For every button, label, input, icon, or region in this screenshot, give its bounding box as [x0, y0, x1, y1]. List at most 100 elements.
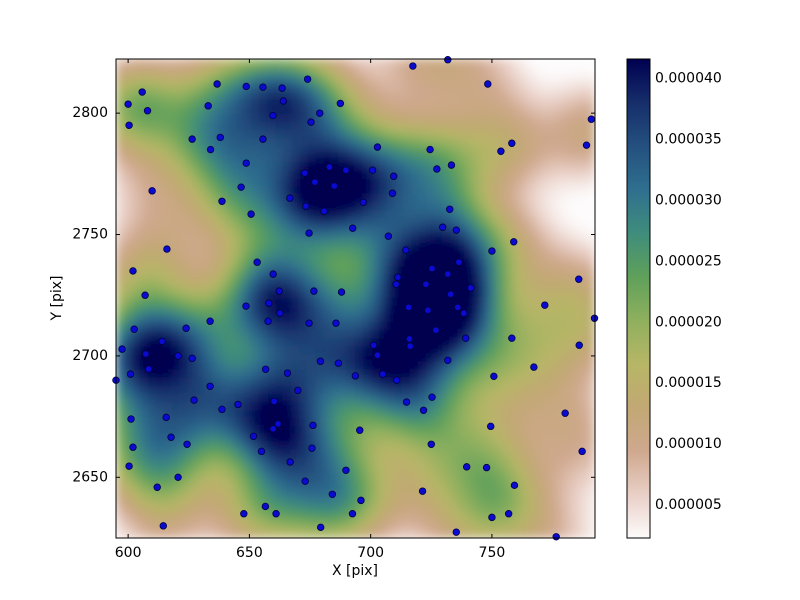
density-cell	[227, 409, 237, 419]
density-cell	[139, 82, 149, 92]
density-cell	[347, 242, 356, 252]
density-cell	[323, 282, 333, 292]
density-cell	[578, 74, 588, 84]
density-cell	[355, 409, 364, 419]
density-cell	[131, 465, 141, 475]
density-cell	[402, 186, 412, 196]
density-cell	[578, 505, 588, 515]
density-cell	[402, 266, 412, 276]
density-cell	[195, 473, 205, 483]
density-cell	[586, 505, 595, 515]
density-cell	[299, 425, 309, 435]
density-cell	[570, 274, 580, 284]
density-cell	[339, 178, 349, 188]
density-cell	[123, 170, 133, 180]
density-cell	[187, 505, 197, 515]
density-cell	[211, 505, 221, 515]
density-cell	[211, 138, 221, 148]
density-cell	[514, 186, 524, 196]
density-cell	[570, 425, 580, 435]
density-cell	[219, 66, 229, 76]
density-cell	[331, 409, 341, 419]
density-cell	[163, 130, 173, 140]
density-cell	[139, 433, 149, 443]
density-cell	[291, 465, 301, 475]
density-cell	[546, 202, 556, 212]
density-cell	[506, 290, 516, 299]
density-cell	[299, 282, 309, 292]
density-cell	[323, 305, 333, 315]
density-cell	[530, 178, 540, 188]
density-cell	[522, 449, 532, 459]
density-cell	[259, 162, 269, 172]
density-cell	[203, 138, 213, 148]
density-cell	[458, 122, 468, 132]
density-cell	[259, 345, 269, 355]
density-cell	[275, 425, 285, 435]
density-cell	[394, 329, 404, 339]
density-cell	[139, 409, 149, 419]
density-cell	[394, 385, 404, 395]
density-cell	[259, 298, 269, 307]
density-cell	[562, 361, 572, 371]
density-cell	[131, 385, 141, 395]
density-cell	[578, 234, 588, 244]
density-cell	[227, 74, 237, 84]
density-cell	[355, 481, 364, 491]
density-cell	[426, 473, 436, 483]
density-cell	[307, 98, 317, 108]
density-cell	[347, 393, 356, 403]
density-cell	[251, 481, 261, 491]
density-cell	[482, 497, 492, 507]
density-cell	[394, 226, 404, 236]
density-cell	[426, 298, 436, 307]
density-cell	[570, 290, 580, 299]
density-cell	[442, 66, 452, 76]
density-cell	[307, 194, 317, 204]
density-cell	[418, 106, 428, 116]
point	[328, 490, 337, 499]
density-cell	[355, 138, 364, 148]
density-cell	[347, 130, 356, 140]
density-cell	[362, 82, 372, 92]
density-cell	[378, 473, 388, 483]
density-cell	[187, 473, 197, 483]
density-cell	[466, 274, 476, 284]
density-cell	[482, 449, 492, 459]
density-cell	[434, 90, 444, 100]
density-cell	[323, 529, 333, 538]
density-cell	[123, 497, 133, 507]
density-cell	[155, 361, 165, 371]
density-cell	[219, 74, 229, 84]
density-cell	[482, 98, 492, 108]
density-cell	[339, 258, 349, 268]
density-cell	[299, 106, 309, 116]
density-cell	[442, 417, 452, 427]
density-cell	[394, 473, 404, 483]
density-cell	[562, 274, 572, 284]
density-cell	[203, 329, 213, 339]
density-cell	[315, 425, 325, 435]
density-cell	[251, 457, 261, 467]
density-cell	[370, 226, 380, 236]
density-cell	[355, 59, 364, 68]
density-cell	[498, 74, 508, 84]
density-cell	[386, 298, 396, 307]
density-cell	[514, 321, 524, 331]
density-cell	[546, 130, 556, 140]
density-cell	[570, 298, 580, 307]
density-cell	[442, 345, 452, 355]
density-cell	[339, 385, 349, 395]
density-cell	[123, 529, 133, 538]
point	[530, 363, 538, 371]
density-cell	[116, 194, 125, 204]
density-cell	[283, 385, 293, 395]
density-cell	[123, 465, 133, 475]
density-cell	[578, 337, 588, 347]
density-cell	[347, 457, 356, 467]
density-cell	[474, 178, 484, 188]
density-cell	[538, 417, 548, 427]
density-cell	[203, 266, 213, 276]
density-cell	[394, 162, 404, 172]
density-cell	[570, 146, 580, 156]
